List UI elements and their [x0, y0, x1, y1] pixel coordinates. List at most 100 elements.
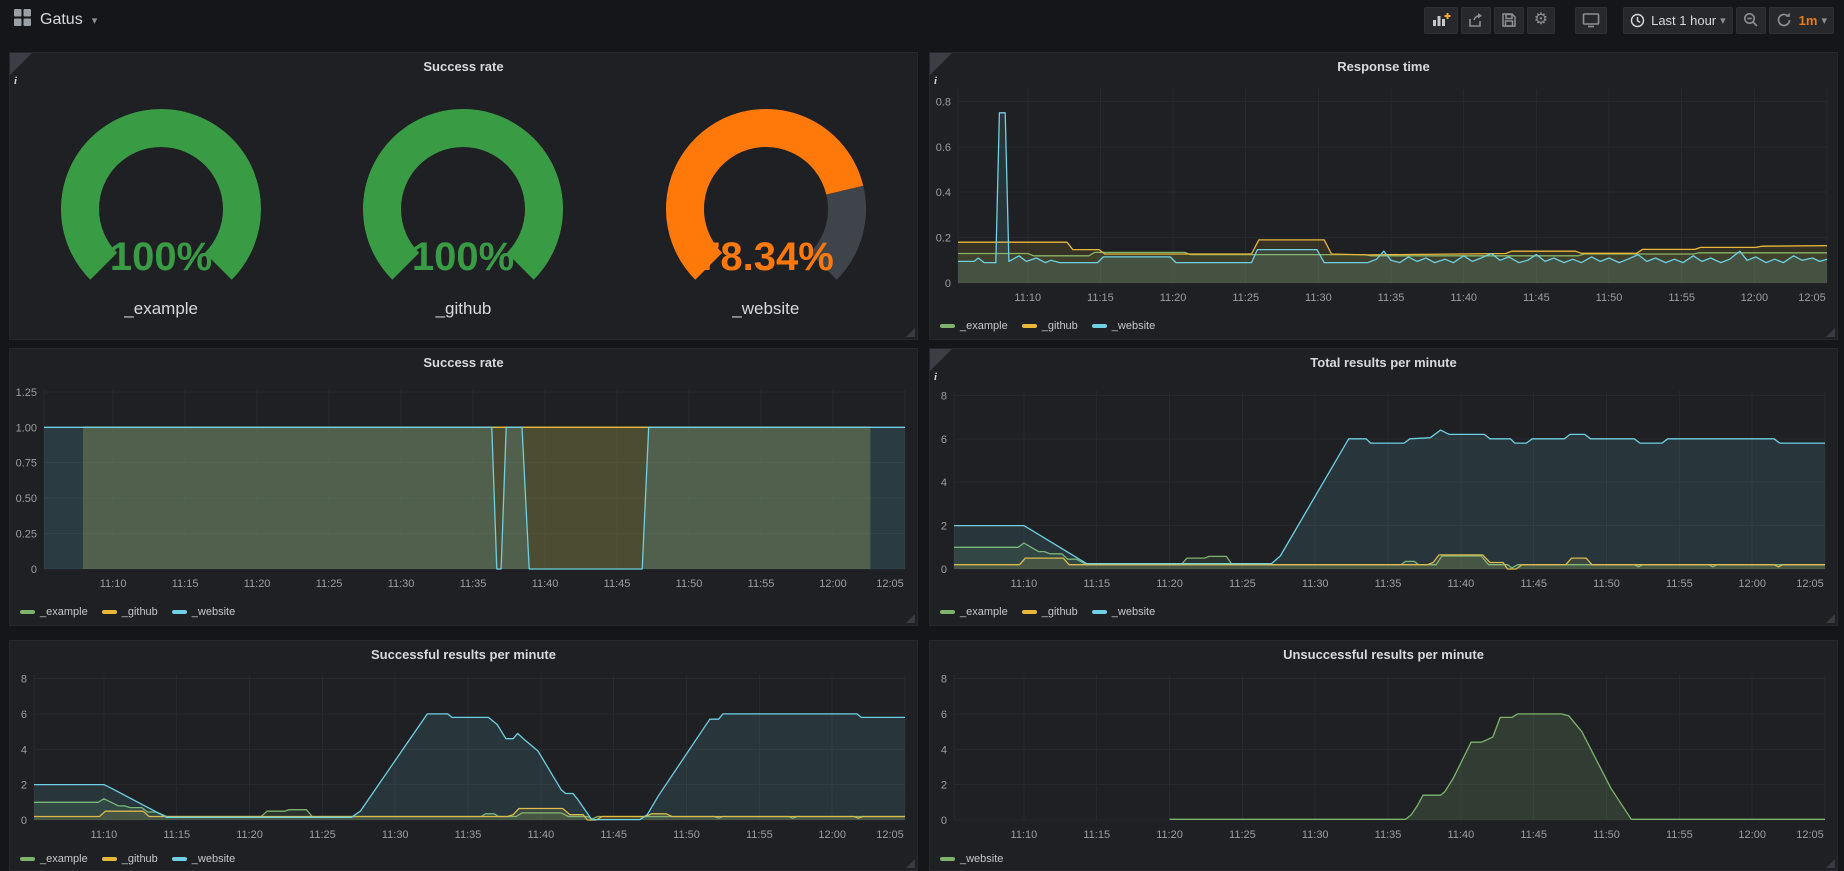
legend-item-_github[interactable]: _github [1022, 320, 1078, 332]
svg-text:11:30: 11:30 [388, 578, 415, 590]
legend-label: _github [1042, 606, 1078, 618]
svg-text:11:40: 11:40 [532, 578, 559, 590]
svg-text:11:15: 11:15 [1083, 578, 1110, 590]
legend-item-_github[interactable]: _github [102, 853, 158, 865]
legend-item-_example[interactable]: _example [940, 606, 1008, 618]
legend-item-_website[interactable]: _website [172, 606, 235, 618]
svg-text:11:30: 11:30 [382, 829, 409, 841]
resize-handle[interactable] [1826, 328, 1835, 337]
legend-swatch [1092, 324, 1107, 328]
clock-icon [1630, 13, 1645, 28]
legend-item-_website[interactable]: _website [1092, 606, 1155, 618]
svg-text:12:00: 12:00 [818, 829, 846, 841]
legend-label: _website [192, 606, 235, 618]
svg-text:6: 6 [941, 709, 947, 721]
svg-text:11:40: 11:40 [1448, 578, 1475, 590]
legend-label: _website [192, 853, 235, 865]
resize-handle[interactable] [906, 614, 915, 623]
legend-swatch [1022, 610, 1037, 614]
svg-text:8: 8 [941, 674, 947, 686]
resize-handle[interactable] [1826, 614, 1835, 623]
legend-item-_example[interactable]: _example [20, 606, 88, 618]
grafana-dashboard: Gatus ▾ [0, 0, 1844, 871]
svg-text:1.25: 1.25 [16, 387, 37, 399]
resize-handle[interactable] [1826, 859, 1835, 868]
svg-text:0.6: 0.6 [936, 142, 951, 154]
gauge-label: _website [732, 299, 799, 319]
tv-mode-button[interactable] [1575, 7, 1607, 34]
panel-title[interactable]: Success rate [10, 355, 917, 370]
chart-legend: _example _github _website [940, 606, 1155, 618]
gauge-label: _github [436, 299, 492, 319]
panel-title[interactable]: Success rate [10, 59, 917, 74]
navbar: Gatus ▾ [0, 0, 1844, 40]
caret-down-icon: ▾ [1821, 14, 1827, 27]
gear-icon: ⚙ [1534, 12, 1548, 28]
svg-text:11:45: 11:45 [1520, 578, 1547, 590]
legend-item-_github[interactable]: _github [1022, 606, 1078, 618]
svg-text:11:25: 11:25 [316, 578, 343, 590]
legend-swatch [1022, 324, 1037, 328]
svg-text:11:45: 11:45 [604, 578, 631, 590]
svg-text:12:00: 12:00 [819, 578, 847, 590]
legend-item-_github[interactable]: _github [102, 606, 158, 618]
svg-text:11:50: 11:50 [1593, 578, 1620, 590]
gauge-_github: 100%_github [314, 102, 613, 339]
refresh-icon [1776, 12, 1792, 28]
resize-handle[interactable] [906, 328, 915, 337]
share-button[interactable] [1461, 7, 1491, 34]
resize-handle[interactable] [906, 859, 915, 868]
panel-title[interactable]: Response time [930, 59, 1837, 74]
legend-item-_website[interactable]: _website [940, 853, 1003, 865]
legend-swatch [940, 324, 955, 328]
info-icon[interactable]: i [930, 53, 952, 75]
svg-text:11:30: 11:30 [1305, 292, 1332, 304]
legend-swatch [102, 610, 117, 614]
add-panel-button[interactable] [1424, 7, 1458, 34]
caret-down-icon[interactable]: ▾ [92, 14, 98, 27]
info-icon[interactable]: i [930, 349, 952, 371]
svg-text:0: 0 [941, 815, 947, 827]
unsuccessful-results-chart[interactable]: 0246811:1011:1511:2011:2511:3011:3511:40… [930, 641, 1837, 870]
svg-text:11:30: 11:30 [1302, 578, 1329, 590]
info-icon[interactable]: i [10, 53, 32, 75]
gauge-value: 100% [110, 235, 212, 279]
svg-text:11:10: 11:10 [1011, 578, 1038, 590]
chart-legend: _example _github _website [20, 853, 235, 865]
refresh-picker[interactable]: 1m ▾ [1769, 7, 1834, 34]
legend-label: _example [960, 606, 1008, 618]
dashboard-title[interactable]: Gatus [40, 11, 83, 29]
panel-title[interactable]: Total results per minute [930, 355, 1837, 370]
panel-title[interactable]: Unsuccessful results per minute [930, 647, 1837, 662]
settings-button[interactable]: ⚙ [1527, 7, 1555, 34]
panel-title[interactable]: Successful results per minute [10, 647, 917, 662]
svg-text:6: 6 [941, 434, 947, 446]
time-range-button[interactable]: Last 1 hour ▾ [1623, 7, 1733, 34]
zoom-out-button[interactable] [1736, 7, 1766, 34]
legend-item-_website[interactable]: _website [172, 853, 235, 865]
panel-response-time: i Response time 00.20.40.60.811:1011:151… [929, 52, 1838, 340]
svg-text:11:45: 11:45 [1523, 292, 1550, 304]
save-button[interactable] [1494, 7, 1524, 34]
svg-text:0.75: 0.75 [16, 458, 37, 470]
svg-text:11:35: 11:35 [1375, 578, 1402, 590]
legend-item-_website[interactable]: _website [1092, 320, 1155, 332]
monitor-icon [1582, 12, 1600, 28]
svg-text:11:20: 11:20 [244, 578, 271, 590]
svg-text:11:40: 11:40 [1448, 829, 1475, 841]
success-rate-chart[interactable]: 00.250.500.751.001.2511:1011:1511:2011:2… [10, 349, 917, 625]
svg-text:11:35: 11:35 [1375, 829, 1402, 841]
plus-icon [1444, 13, 1450, 19]
legend-item-_example[interactable]: _example [20, 853, 88, 865]
refresh-interval-label: 1m [1799, 13, 1818, 28]
svg-text:1.00: 1.00 [16, 422, 37, 434]
legend-item-_example[interactable]: _example [940, 320, 1008, 332]
chart-legend: _example _github _website [940, 320, 1155, 332]
svg-text:0.4: 0.4 [936, 187, 951, 199]
total-results-chart[interactable]: 0246811:1011:1511:2011:2511:3011:3511:40… [930, 349, 1837, 625]
response-time-chart[interactable]: 00.20.40.60.811:1011:1511:2011:2511:3011… [930, 53, 1837, 339]
legend-swatch [940, 610, 955, 614]
svg-text:11:55: 11:55 [1668, 292, 1695, 304]
successful-results-chart[interactable]: 0246811:1011:1511:2011:2511:3011:3511:40… [10, 641, 917, 870]
dashboard-grid-icon[interactable] [14, 9, 31, 31]
